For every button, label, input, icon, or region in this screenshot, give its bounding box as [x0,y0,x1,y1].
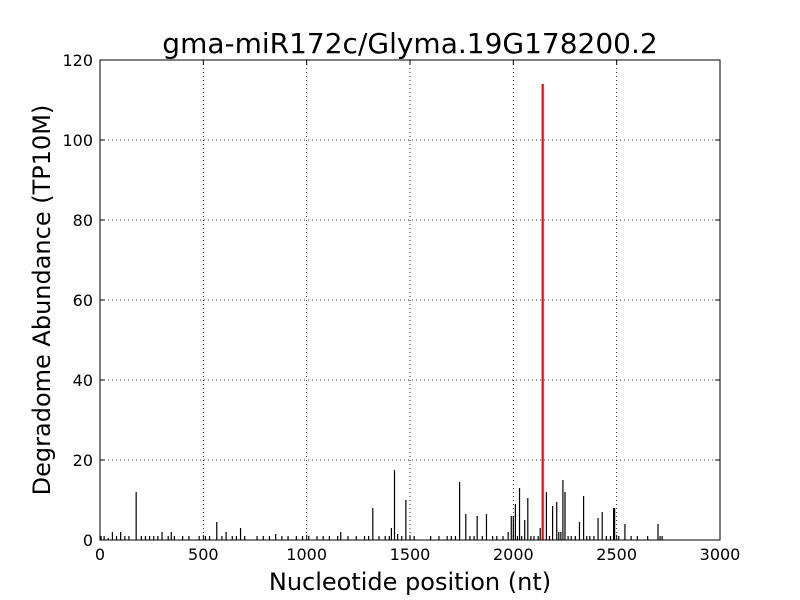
y-tick-label: 20 [73,451,93,470]
x-axis-label: Nucleotide position (nt) [269,568,551,596]
x-tick-label: 1000 [286,545,327,564]
y-tick-label: 0 [83,531,93,550]
y-tick-label: 120 [62,51,93,70]
x-tick-label: 2500 [596,545,637,564]
y-tick-label: 80 [73,211,93,230]
axis-ticks: 0 500 1000 1500 2000 2500 3000 0 20 40 60 80 100 120 [62,51,740,564]
y-axis-label: Degradome Abundance (TP10M) [28,105,56,496]
x-tick-label: 2000 [493,545,534,564]
y-tick-label: 40 [73,371,93,390]
y-tick-label: 60 [73,291,93,310]
grid-lines [100,60,720,540]
x-tick-label: 0 [95,545,105,564]
x-tick-label: 500 [188,545,219,564]
x-tick-label: 3000 [700,545,741,564]
x-tick-label: 1500 [390,545,431,564]
y-tick-label: 100 [62,131,93,150]
background-bars [100,470,663,540]
chart-title: gma-miR172c/Glyma.19G178200.2 [162,27,657,60]
